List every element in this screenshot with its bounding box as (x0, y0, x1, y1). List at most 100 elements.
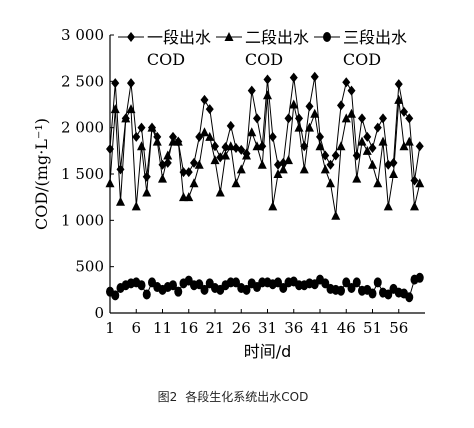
data-point (394, 79, 403, 90)
data-point (410, 201, 419, 211)
data-point (211, 141, 219, 152)
data-point (326, 178, 335, 188)
data-point (121, 113, 131, 123)
caption-text: 各段生化系统出水COD (185, 390, 309, 404)
data-point (216, 152, 225, 163)
caption-label: 图2 (157, 390, 178, 404)
data-point (294, 122, 304, 132)
data-point (221, 150, 230, 160)
y-axis-title: COD/(mg·L⁻¹) (32, 118, 51, 230)
data-point (137, 280, 146, 291)
x-tick-label: 36 (284, 319, 303, 337)
data-point (158, 173, 167, 183)
data-point (232, 277, 240, 288)
data-point (132, 131, 141, 142)
data-point (242, 150, 251, 160)
axis-labels: COD/(mg·L⁻¹) 时间/d (32, 118, 291, 361)
data-point (268, 201, 278, 211)
data-point (315, 141, 325, 151)
data-point (273, 169, 283, 178)
data-point (169, 280, 177, 291)
series-3 (106, 272, 424, 303)
y-tick-label: 2 500 (61, 72, 104, 90)
data-point (362, 145, 372, 155)
data-point (200, 94, 209, 105)
data-point (368, 159, 377, 169)
x-tick-label: 51 (363, 319, 382, 337)
data-point (263, 74, 272, 85)
data-point (347, 85, 356, 96)
data-point (384, 289, 393, 300)
data-point (352, 277, 361, 288)
data-point (189, 178, 199, 188)
data-point (299, 164, 309, 174)
data-point (200, 127, 209, 137)
data-point (347, 108, 356, 118)
series-group (105, 71, 425, 303)
data-point (111, 290, 120, 301)
data-point (389, 169, 398, 178)
legend-marker (224, 32, 234, 41)
data-point (368, 288, 377, 299)
data-point (405, 292, 414, 303)
x-tick-label: 41 (310, 319, 329, 337)
legend-label: COD (147, 50, 185, 69)
data-point (363, 131, 372, 142)
data-point (247, 85, 256, 96)
figure-caption: 图2 各段生化系统出水COD (0, 388, 474, 405)
data-point (116, 164, 125, 175)
data-point (195, 279, 204, 290)
x-tick-label: 6 (131, 319, 141, 337)
data-point (352, 173, 362, 183)
data-point (400, 106, 408, 117)
data-point (300, 141, 309, 152)
data-point (321, 150, 330, 161)
data-point (110, 104, 120, 114)
legend-label: 二段出水 (245, 28, 309, 47)
data-point (152, 136, 162, 146)
data-point (342, 277, 351, 288)
data-point (205, 104, 214, 115)
data-point (415, 272, 424, 283)
data-point (274, 277, 282, 288)
data-point (236, 164, 246, 174)
x-tick-label: 11 (153, 319, 172, 337)
data-point (305, 122, 314, 132)
x-tick-label: 56 (389, 319, 408, 337)
data-point (247, 127, 257, 137)
data-point (137, 141, 146, 151)
data-point (105, 178, 115, 188)
data-point (337, 285, 345, 296)
data-point (331, 210, 341, 220)
data-point (336, 141, 346, 151)
data-point (184, 167, 193, 178)
y-tick-label: 1 500 (61, 165, 104, 183)
data-point (415, 141, 424, 152)
data-point (399, 141, 409, 151)
y-tick-label: 0 (94, 304, 104, 322)
legend-marker (323, 32, 331, 42)
legend-label: 一段出水 (147, 28, 211, 47)
data-point (404, 136, 414, 146)
y-tick-label: 2 000 (61, 119, 104, 137)
data-point (142, 289, 151, 300)
data-point (279, 282, 288, 293)
legend: 一段出水 COD 二段出水 COD 三段出水 COD (118, 28, 407, 69)
data-point (257, 159, 267, 169)
data-point (116, 196, 125, 206)
y-tick-label: 1 000 (61, 211, 104, 229)
data-point (347, 282, 356, 293)
data-point (226, 120, 235, 131)
legend-label: COD (245, 50, 283, 69)
data-point (378, 136, 388, 146)
x-tick-label: 1 (105, 319, 115, 337)
data-point (389, 157, 398, 168)
data-point (200, 284, 209, 295)
data-point (215, 187, 225, 197)
data-point (252, 141, 262, 151)
data-point (284, 155, 293, 165)
x-tick-label: 31 (258, 319, 277, 337)
x-axis-title: 时间/d (244, 342, 292, 361)
